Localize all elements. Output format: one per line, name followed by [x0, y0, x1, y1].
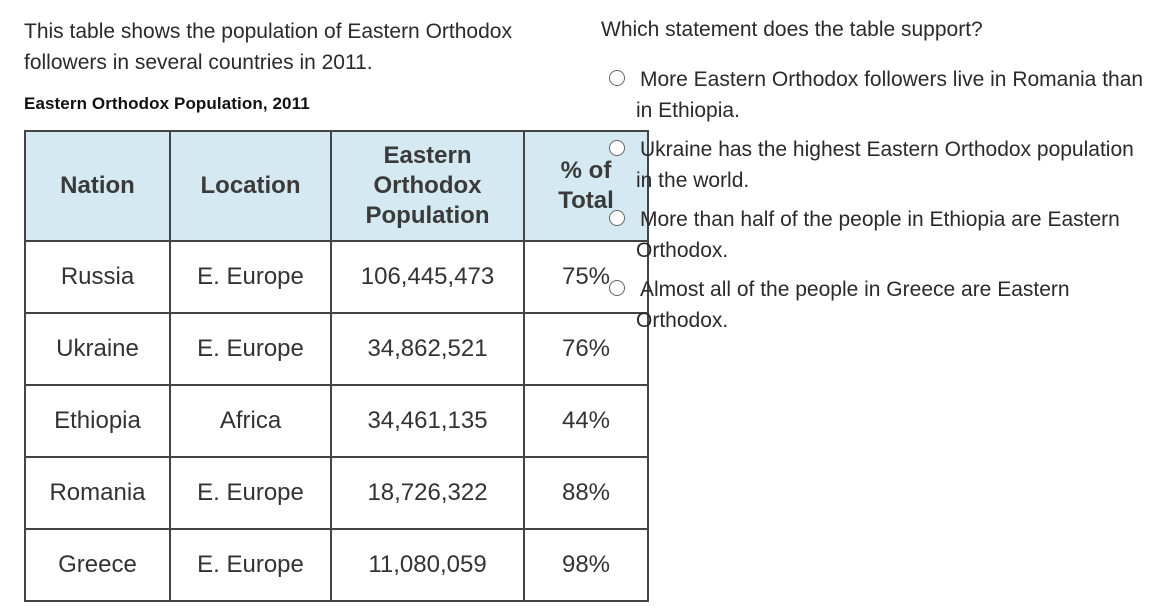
answer-option-3[interactable]: More than half of the people in Ethiopia… [601, 204, 1151, 266]
population-table: Nation Location Eastern Orthodox Populat… [24, 130, 649, 602]
cell-nation: Ukraine [24, 312, 171, 386]
cell-location: E. Europe [169, 528, 332, 602]
cell-location: E. Europe [169, 240, 332, 314]
cell-population: 106,445,473 [330, 240, 525, 314]
cell-population: 11,080,059 [330, 528, 525, 602]
answer-option-label: More Eastern Orthodox followers live in … [636, 68, 1144, 122]
radio-button-icon[interactable] [609, 280, 625, 296]
header-percent: % of Total [523, 130, 649, 242]
cell-population: 34,862,521 [330, 312, 525, 386]
table-row: Romania E. Europe 18,726,322 88% [24, 456, 649, 530]
radio-button-icon[interactable] [609, 140, 625, 156]
left-pane: This table shows the population of Easte… [24, 16, 584, 114]
cell-location: E. Europe [169, 312, 332, 386]
cell-nation: Greece [24, 528, 171, 602]
cell-nation: Russia [24, 240, 171, 314]
answer-option-4[interactable]: Almost all of the people in Greece are E… [601, 274, 1151, 336]
radio-button-icon[interactable] [609, 210, 625, 226]
table-row: Ukraine E. Europe 34,862,521 76% [24, 312, 649, 386]
table-row: Russia E. Europe 106,445,473 75% [24, 240, 649, 314]
table-title: Eastern Orthodox Population, 2011 [24, 94, 310, 113]
cell-population: 34,461,135 [330, 384, 525, 458]
answer-option-label: Almost all of the people in Greece are E… [636, 278, 1070, 332]
cell-percent: 75% [523, 240, 649, 314]
cell-percent: 98% [523, 528, 649, 602]
cell-location: Africa [169, 384, 332, 458]
table-header-row: Nation Location Eastern Orthodox Populat… [24, 130, 649, 242]
header-location: Location [169, 130, 332, 242]
question-pane: Which statement does the table support? … [601, 16, 1151, 344]
cell-percent: 44% [523, 384, 649, 458]
cell-percent: 88% [523, 456, 649, 530]
answer-option-2[interactable]: Ukraine has the highest Eastern Orthodox… [601, 134, 1151, 196]
header-population: Eastern Orthodox Population [330, 130, 525, 242]
header-nation: Nation [24, 130, 171, 242]
radio-button-icon[interactable] [609, 70, 625, 86]
table-row: Greece E. Europe 11,080,059 98% [24, 528, 649, 602]
cell-location: E. Europe [169, 456, 332, 530]
cell-percent: 76% [523, 312, 649, 386]
cell-nation: Romania [24, 456, 171, 530]
cell-nation: Ethiopia [24, 384, 171, 458]
question-text: Which statement does the table support? [601, 18, 983, 41]
answer-option-label: More than half of the people in Ethiopia… [636, 208, 1120, 262]
intro-text: This table shows the population of Easte… [24, 20, 512, 74]
table-row: Ethiopia Africa 34,461,135 44% [24, 384, 649, 458]
answer-option-1[interactable]: More Eastern Orthodox followers live in … [601, 64, 1151, 126]
cell-population: 18,726,322 [330, 456, 525, 530]
answer-option-label: Ukraine has the highest Eastern Orthodox… [636, 138, 1134, 192]
